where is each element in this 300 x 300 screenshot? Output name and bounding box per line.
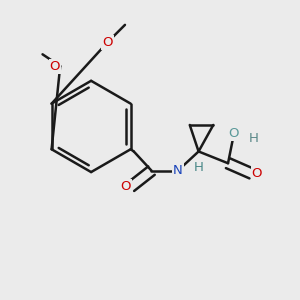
Text: O: O <box>50 60 60 73</box>
Text: N: N <box>173 164 183 177</box>
Text: O: O <box>229 127 239 140</box>
Text: O: O <box>102 36 112 49</box>
Text: O: O <box>120 180 131 193</box>
Text: H: H <box>193 161 203 174</box>
Text: H: H <box>249 132 259 145</box>
Text: O: O <box>252 167 262 180</box>
